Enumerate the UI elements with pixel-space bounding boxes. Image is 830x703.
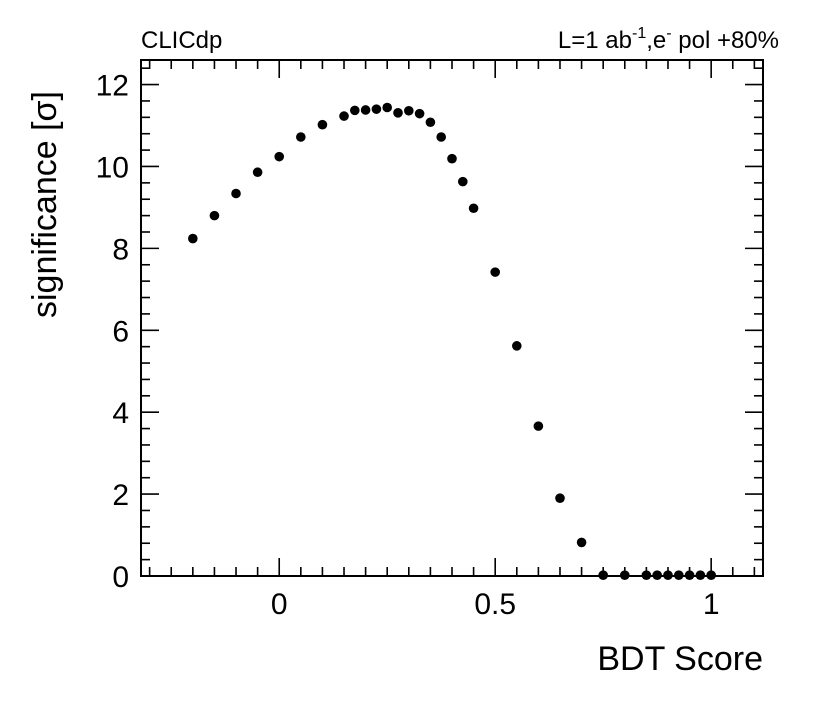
y-tick-label: 6: [112, 315, 129, 348]
data-point: [404, 105, 414, 116]
y-tick-label: 4: [112, 397, 129, 430]
data-point: [641, 570, 652, 580]
data-point: [490, 267, 500, 277]
data-point: [371, 104, 382, 114]
luminosity-label: L=1 ab-1,e- pol +80%: [558, 25, 779, 54]
data-points: [188, 102, 716, 580]
data-point: [555, 493, 565, 503]
y-tick-label: 12: [96, 70, 129, 103]
plot-frame: [140, 59, 764, 577]
data-point: [576, 537, 587, 548]
y-tick-label: 0: [112, 561, 129, 594]
data-point: [414, 108, 425, 119]
data-point: [296, 132, 306, 142]
data-point: [274, 151, 285, 162]
data-point: [317, 119, 328, 130]
data-point: [350, 105, 360, 116]
data-point: [447, 153, 457, 164]
x-axis-title: BDT Score: [597, 640, 763, 678]
data-point: [511, 341, 522, 351]
data-point: [188, 233, 198, 244]
data-point: [231, 188, 241, 199]
data-point: [706, 570, 716, 580]
data-point: [360, 105, 371, 115]
data-point: [673, 570, 684, 580]
experiment-label: CLICdp: [141, 27, 222, 54]
data-point: [382, 102, 393, 113]
data-point: [663, 570, 673, 580]
data-point: [457, 176, 468, 187]
y-axis-title: significance [σ]: [26, 91, 64, 318]
y-tick-label: 8: [112, 233, 129, 266]
data-point: [598, 570, 608, 580]
data-point: [619, 570, 630, 580]
axis-ticks: [141, 60, 763, 577]
data-point: [436, 132, 447, 142]
data-point: [533, 421, 544, 431]
data-point: [339, 111, 349, 121]
y-tick-label: 2: [112, 479, 129, 512]
data-point: [425, 117, 436, 128]
data-point: [393, 108, 403, 118]
y-tick-label: 10: [96, 151, 129, 184]
data-point: [684, 570, 695, 580]
x-tick-label: 1: [703, 588, 720, 621]
data-point: [252, 167, 263, 178]
data-point: [468, 203, 479, 214]
x-tick-label: 0.5: [474, 588, 516, 621]
x-tick-label: 0: [271, 588, 288, 621]
data-point: [652, 570, 662, 580]
data-point: [209, 210, 220, 221]
data-point: [695, 570, 706, 580]
